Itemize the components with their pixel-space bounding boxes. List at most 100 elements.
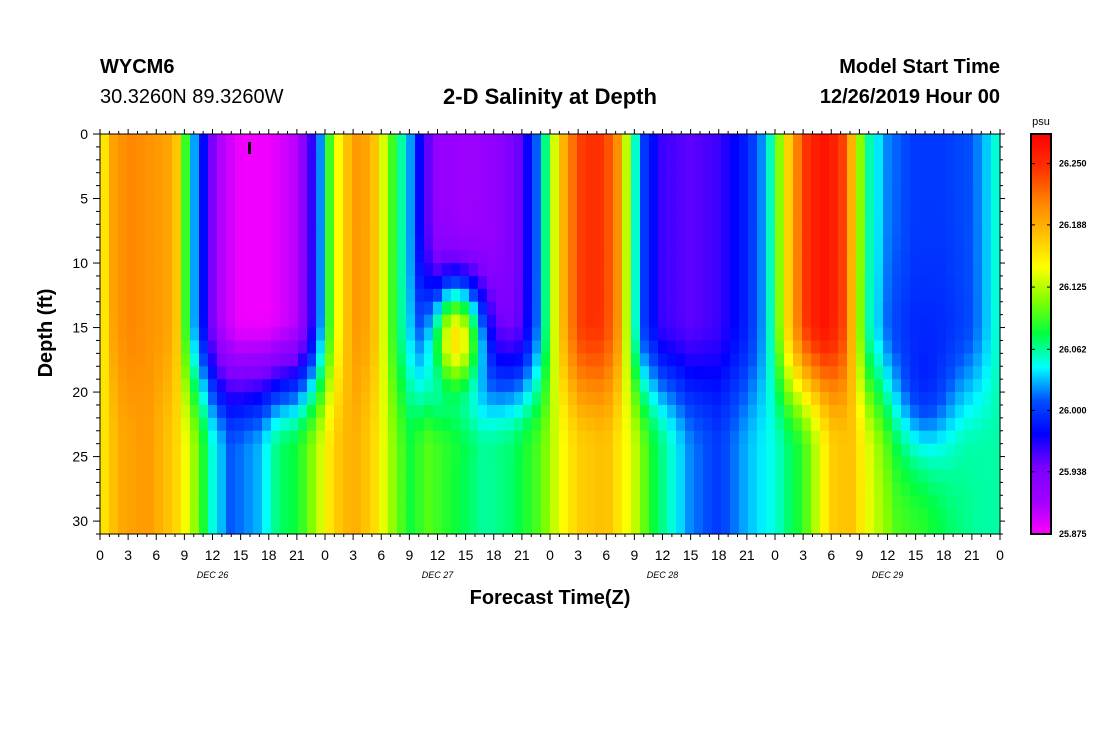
- heatmap-cell: [208, 185, 218, 200]
- heatmap-cell: [775, 224, 785, 238]
- heatmap-cell: [433, 404, 443, 419]
- heatmap-cell: [838, 198, 848, 213]
- heatmap-cell: [676, 185, 686, 200]
- heatmap-cell: [343, 224, 353, 238]
- heatmap-cell: [307, 301, 317, 316]
- heatmap-cell: [100, 211, 110, 225]
- heatmap-cell: [343, 404, 353, 419]
- heatmap-cell: [136, 392, 146, 406]
- heatmap-cell: [559, 417, 569, 432]
- heatmap-cell: [766, 275, 776, 290]
- heatmap-cell: [289, 146, 299, 161]
- heatmap-cell: [514, 198, 524, 213]
- heatmap-cell: [793, 482, 803, 496]
- heatmap-cell: [667, 185, 677, 200]
- heatmap-cell: [892, 456, 902, 471]
- heatmap-cell: [991, 430, 1001, 445]
- heatmap-cell: [541, 237, 551, 251]
- heatmap-cell: [964, 495, 974, 509]
- heatmap-cell: [847, 275, 857, 290]
- heatmap-cell: [199, 250, 209, 264]
- heatmap-cell: [262, 353, 272, 367]
- heatmap-cell: [622, 417, 632, 432]
- heatmap-cell: [388, 430, 398, 445]
- heatmap-cell: [658, 340, 668, 354]
- heatmap-cell: [883, 275, 893, 290]
- heatmap-cell: [460, 275, 470, 290]
- heatmap-cell: [631, 263, 641, 277]
- heatmap-cell: [685, 404, 695, 419]
- heatmap-cell: [559, 237, 569, 251]
- heatmap-cell: [559, 327, 569, 342]
- heatmap-cell: [208, 366, 218, 380]
- heatmap-cell: [505, 508, 515, 522]
- heatmap-cell: [559, 379, 569, 393]
- heatmap-cell: [442, 301, 452, 316]
- heatmap-cell: [433, 211, 443, 225]
- heatmap-cell: [271, 417, 281, 432]
- heatmap-cell: [199, 417, 209, 432]
- heatmap-cell: [685, 275, 695, 290]
- heatmap-cell: [748, 353, 758, 367]
- heatmap-cell: [820, 417, 830, 432]
- heatmap-cell: [334, 224, 344, 238]
- heatmap-cell: [748, 404, 758, 419]
- heatmap-cell: [712, 237, 722, 251]
- heatmap-cell: [307, 159, 317, 174]
- heatmap-cell: [928, 521, 938, 535]
- heatmap-cell: [856, 172, 866, 187]
- heatmap-cell: [298, 159, 308, 174]
- heatmap-cell: [226, 288, 236, 303]
- heatmap-cell: [964, 443, 974, 458]
- heatmap-cell: [667, 521, 677, 535]
- heatmap-cell: [856, 327, 866, 342]
- heatmap-cell: [361, 224, 371, 238]
- heatmap-cell: [712, 159, 722, 174]
- heatmap-cell: [217, 430, 227, 445]
- heatmap-cell: [244, 314, 254, 329]
- heatmap-cell: [928, 250, 938, 264]
- heatmap-cell: [586, 134, 596, 148]
- heatmap-cell: [856, 417, 866, 432]
- heatmap-cell: [784, 301, 794, 316]
- heatmap-cell: [613, 314, 623, 329]
- heatmap-cell: [532, 159, 542, 174]
- x-tick-label: 18: [936, 547, 952, 563]
- heatmap-cell: [748, 327, 758, 342]
- heatmap-cell: [946, 134, 956, 148]
- heatmap-cell: [793, 469, 803, 483]
- heatmap-cell: [856, 469, 866, 483]
- heatmap-cell: [460, 340, 470, 354]
- heatmap-cell: [181, 263, 191, 277]
- heatmap-cell: [874, 456, 884, 471]
- heatmap-cell: [262, 198, 272, 213]
- heatmap-cell: [379, 327, 389, 342]
- heatmap-cell: [136, 482, 146, 496]
- heatmap-cell: [370, 417, 380, 432]
- heatmap-cell: [109, 327, 119, 342]
- heatmap-cell: [262, 366, 272, 380]
- heatmap-cell: [766, 417, 776, 432]
- heatmap-cell: [604, 443, 614, 458]
- heatmap-cell: [874, 508, 884, 522]
- heatmap-cell: [334, 508, 344, 522]
- heatmap-cell: [739, 340, 749, 354]
- heatmap-cell: [190, 185, 200, 200]
- heatmap-cell: [667, 146, 677, 161]
- heatmap-cell: [244, 185, 254, 200]
- heatmap-cell: [829, 237, 839, 251]
- heatmap-cell: [181, 159, 191, 174]
- heatmap-cell: [271, 366, 281, 380]
- heatmap-cell: [451, 469, 461, 483]
- heatmap-cell: [406, 392, 416, 406]
- heatmap-cell: [532, 263, 542, 277]
- heatmap-cell: [937, 404, 947, 419]
- heatmap-cell: [802, 301, 812, 316]
- heatmap-cell: [370, 430, 380, 445]
- heatmap-cell: [325, 275, 335, 290]
- heatmap-cell: [784, 263, 794, 277]
- heatmap-cell: [136, 508, 146, 522]
- heatmap-cell: [217, 275, 227, 290]
- heatmap-cell: [487, 185, 497, 200]
- heatmap-cell: [901, 379, 911, 393]
